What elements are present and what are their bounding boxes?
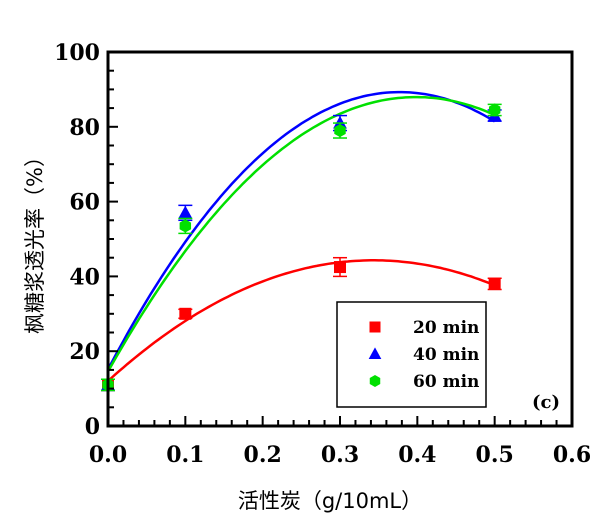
y-tick-label: 40 [69,264,100,290]
legend-box [336,301,487,408]
panel-label: (c) [532,392,560,413]
data-point [488,103,501,117]
legend-marker [368,347,382,359]
data-point [334,123,346,138]
x-tick-label: 0.4 [398,442,436,468]
fit-curve-40-min [106,90,496,370]
legend-marker [369,374,381,388]
data-point [333,115,347,129]
data-point [334,261,346,274]
legend-label: 60 min [413,372,479,392]
data-point [178,205,193,219]
x-tick-label: 0.3 [321,442,359,468]
x-tick-label: 0.0 [89,442,127,468]
x-tick-label: 0.2 [244,442,282,468]
data-point [488,277,501,290]
x-tick-label: 0.1 [166,442,204,468]
legend-marker [369,321,381,333]
y-tick-label: 100 [54,40,100,66]
fit-curve-20-min [107,259,496,382]
data-point [179,219,192,233]
fit-curve-60-min [106,95,496,373]
data-point [179,307,192,320]
y-tick-label: 80 [69,115,100,141]
y-axis-label: 枫糖浆透光率（%） [23,146,47,334]
x-axis-label: 活性炭（g/10mL） [238,489,422,513]
legend-label: 20 min [413,318,479,338]
y-tick-label: 20 [69,339,100,365]
y-tick-label: 60 [69,190,100,216]
legend-label: 40 min [413,345,479,365]
legend: 20 min 40 min 60 min [336,301,487,408]
x-tick-label: 0.5 [476,442,514,468]
y-tick-label: 0 [85,414,100,440]
x-tick-label: 0.6 [553,442,591,468]
